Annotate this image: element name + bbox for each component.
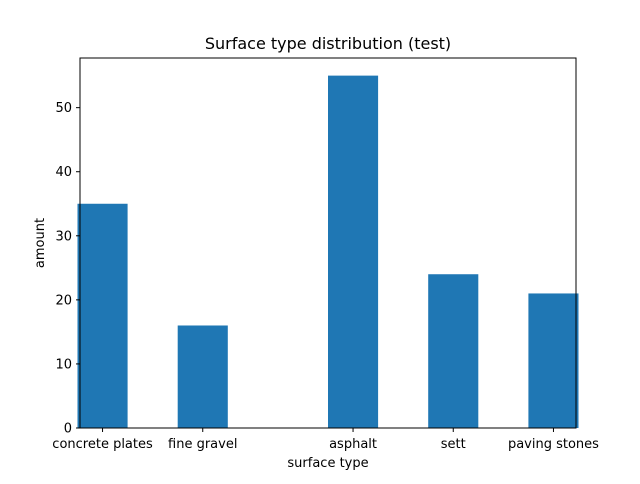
x-axis-label: surface type [287, 456, 368, 471]
y-axis-label: amount [33, 218, 48, 268]
bar-fine-gravel [177, 325, 228, 428]
bar-sett [428, 274, 479, 428]
y-tick-label: 20 [55, 293, 72, 308]
y-tick-label: 50 [55, 101, 72, 116]
y-tick-label: 0 [64, 422, 72, 437]
x-axis: concrete plates fine gravel asphalt sett pav… [52, 428, 599, 452]
bar-paving-stones [528, 293, 579, 428]
bar-asphalt [328, 75, 379, 428]
x-tick-label: sett [441, 437, 466, 452]
plot-frame [79, 57, 577, 429]
y-tick-label: 40 [55, 165, 72, 180]
bar-concrete-plates [77, 203, 128, 428]
bars-layer [77, 75, 579, 428]
x-tick-label: paving stones [508, 437, 599, 452]
y-tick-label: 30 [55, 229, 72, 244]
chart-title: Surface type distribution (test) [205, 34, 451, 53]
x-tick-label: concrete plates [52, 437, 153, 452]
y-axis: 0 10 20 30 40 50 [55, 101, 80, 437]
x-tick-label: asphalt [329, 437, 377, 452]
y-tick-label: 10 [55, 357, 72, 372]
x-tick-label: fine gravel [168, 437, 237, 452]
